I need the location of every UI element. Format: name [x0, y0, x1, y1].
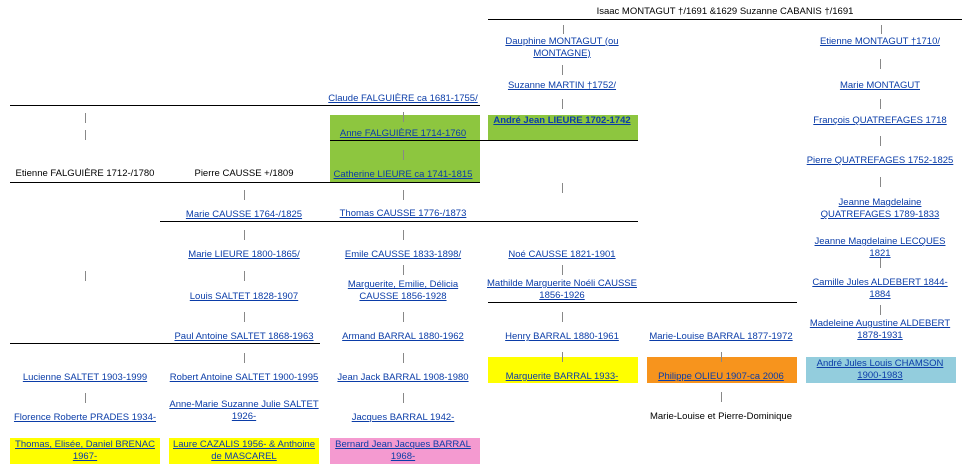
separator	[330, 140, 638, 141]
connector	[562, 352, 563, 362]
connector	[721, 352, 722, 362]
person[interactable]: Lucienne SALTET 1903-1999	[22, 372, 148, 383]
connector	[881, 25, 882, 34]
person[interactable]: Philippe OLIEU 1907-ca 2006	[658, 371, 784, 382]
connector	[85, 113, 86, 123]
connector	[403, 149, 404, 160]
connector	[562, 311, 563, 322]
person[interactable]: Jeanne Magdelaine QUATREFAGES 1789-1833	[820, 197, 940, 220]
person[interactable]: Marie LIEURE 1800-1865/	[188, 249, 300, 260]
person[interactable]: André Jean LIEURE 1702-1742	[493, 115, 631, 126]
connector	[880, 257, 881, 268]
separator	[10, 105, 480, 106]
person[interactable]: André Jules Louis CHAMSON 1900-1983	[816, 358, 944, 381]
person[interactable]: Anne FALGUIÈRE 1714-1760	[339, 128, 467, 139]
connector	[244, 189, 245, 200]
person[interactable]: Etienne MONTAGUT †1710/	[819, 36, 941, 47]
person[interactable]: Louis SALTET 1828-1907	[189, 291, 299, 302]
person[interactable]: Emile CAUSSE 1833-1898/	[344, 249, 462, 260]
person: Pierre CAUSSE +/1809	[194, 168, 294, 179]
connector	[244, 312, 245, 322]
header-title: Isaac MONTAGUT †/1691 &1629 Suzanne CABA…	[596, 6, 854, 17]
connector	[721, 392, 722, 402]
person[interactable]: François QUATREFAGES 1718	[813, 115, 947, 126]
connector	[880, 304, 881, 315]
separator	[488, 302, 797, 303]
person[interactable]: Claude FALGUIÈRE ca 1681-1755/	[328, 93, 478, 104]
person[interactable]: Camille Jules ALDEBERT 1844-1884	[812, 277, 948, 300]
highlight	[330, 438, 480, 464]
separator	[488, 19, 962, 20]
person[interactable]: Laure CAZALIS 1956- & Anthoine de MASCAR…	[172, 439, 316, 462]
person[interactable]: Marie MONTAGUT	[839, 80, 921, 91]
connector	[563, 25, 564, 34]
connector	[562, 98, 563, 109]
person[interactable]: Marie CAUSSE 1764-/1825	[185, 209, 303, 220]
connector	[244, 352, 245, 363]
connector	[880, 98, 881, 109]
person[interactable]: Paul Antoine SALTET 1868-1963	[174, 331, 314, 342]
person[interactable]: Pierre QUATREFAGES 1752-1825	[806, 155, 954, 166]
person[interactable]: Mathilde Marguerite Noéli CAUSSE 1856-19…	[487, 278, 637, 301]
person[interactable]: Suzanne MARTIN †1752/	[507, 80, 617, 91]
person[interactable]: Jeanne Magdelaine LECQUES 1821	[814, 236, 946, 259]
connector	[244, 271, 245, 281]
person[interactable]: Henry BARRAL 1880-1961	[505, 331, 619, 342]
person[interactable]: Armand BARRAL 1880-1962	[342, 331, 464, 342]
person[interactable]: Madeleine Augustine ALDEBERT 1878-1931	[809, 318, 951, 341]
person[interactable]: Marguerite BARRAL 1933-	[505, 371, 619, 382]
connector	[562, 183, 563, 193]
connector	[562, 65, 563, 75]
person[interactable]: Marguerite, Emilie, Délicia CAUSSE 1856-…	[347, 279, 459, 302]
person[interactable]: Bernard Jean Jacques BARRAL 1968-	[335, 439, 471, 462]
connector	[403, 393, 404, 403]
separator	[10, 343, 320, 344]
person[interactable]: Robert Antoine SALTET 1900-1995	[169, 372, 319, 383]
highlight	[488, 357, 638, 383]
connector	[403, 312, 404, 322]
connector	[880, 136, 881, 146]
connector	[85, 393, 86, 403]
person[interactable]: Noé CAUSSE 1821-1901	[508, 249, 616, 260]
connector	[562, 264, 563, 275]
connector	[244, 230, 245, 240]
connector	[403, 229, 404, 240]
connector	[403, 111, 404, 122]
connector	[880, 59, 881, 69]
connector	[403, 352, 404, 363]
person[interactable]: Thomas, Elisée, Daniel BRENAC 1967-	[15, 439, 155, 462]
separator	[160, 221, 638, 222]
separator	[10, 182, 480, 183]
person[interactable]: Jacques BARRAL 1942-	[351, 412, 455, 423]
person[interactable]: Anne-Marie Suzanne Julie SALTET 1926-	[169, 399, 319, 422]
person[interactable]: Dauphine MONTAGUT (ou MONTAGNE)	[505, 36, 619, 59]
highlight	[10, 438, 160, 464]
highlight	[806, 357, 956, 383]
connector	[85, 130, 86, 140]
connector	[403, 189, 404, 200]
person[interactable]: Marie-Louise BARRAL 1877-1972	[649, 331, 793, 342]
person: Etienne FALGUIÈRE 1712-/1780	[15, 168, 155, 179]
person[interactable]: Jean Jack BARRAL 1908-1980	[337, 372, 469, 383]
connector	[85, 271, 86, 281]
connector	[403, 265, 404, 275]
highlight	[330, 115, 480, 182]
highlight	[488, 115, 638, 140]
highlight	[169, 438, 319, 464]
person: Marie-Louise et Pierre-Dominique	[649, 411, 793, 422]
highlight	[647, 357, 797, 383]
person[interactable]: Thomas CAUSSE 1776-/1873	[339, 208, 467, 219]
person[interactable]: Florence Roberte PRADES 1934-	[13, 412, 157, 423]
person[interactable]: Catherine LIEURE ca 1741-1815	[333, 169, 473, 180]
connector	[880, 177, 881, 187]
